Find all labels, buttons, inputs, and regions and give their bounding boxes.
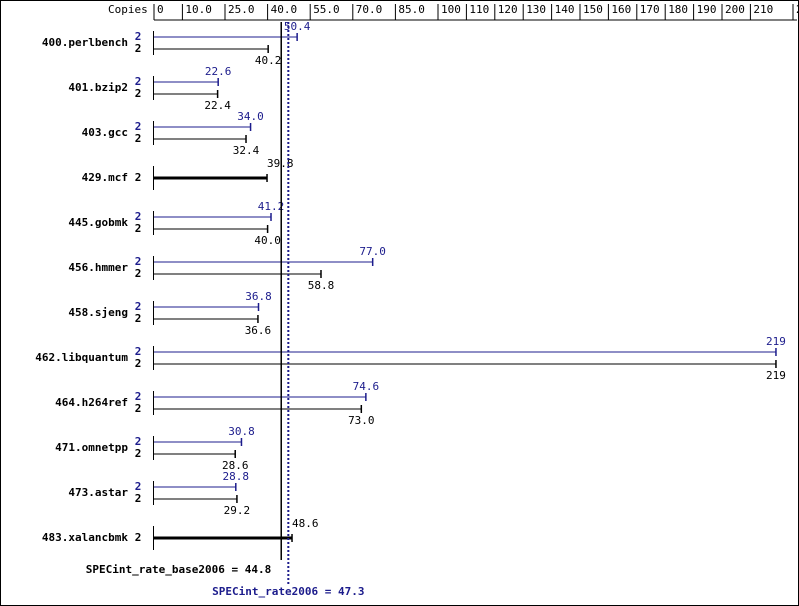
copies-label: 2 — [135, 480, 142, 493]
copies-label: 2 — [135, 171, 142, 184]
value-label: 34.0 — [237, 110, 264, 123]
benchmark-label: 445.gobmk — [68, 216, 128, 229]
copies-label: 2 — [135, 312, 142, 325]
value-label: 36.8 — [245, 290, 272, 303]
copies-label: 2 — [135, 345, 142, 358]
copies-label: 2 — [135, 42, 142, 55]
value-label: 50.4 — [284, 20, 311, 33]
axis-title: Copies — [108, 3, 148, 16]
value-label: 73.0 — [348, 414, 375, 427]
value-label: 30.8 — [228, 425, 255, 438]
benchmark-label: 403.gcc — [82, 126, 128, 139]
x-tick-label: 25.0 — [228, 3, 255, 16]
x-tick-label: 150 — [583, 3, 603, 16]
value-label: 22.4 — [204, 99, 231, 112]
benchmark-label: 458.sjeng — [68, 306, 128, 319]
x-tick-label: 100 — [441, 3, 461, 16]
value-label: 32.4 — [233, 144, 260, 157]
reference-label: SPECint_rate2006 = 47.3 — [212, 585, 364, 598]
reference-label: SPECint_rate_base2006 = 44.8 — [86, 563, 271, 576]
value-label: 219 — [766, 335, 786, 348]
value-label: 41.2 — [258, 200, 285, 213]
benchmark-label: 483.xalancbmk — [42, 531, 128, 544]
copies-label: 2 — [135, 222, 142, 235]
x-tick-label: 85.0 — [398, 3, 425, 16]
x-tick-label: 0 — [157, 3, 164, 16]
value-label: 219 — [766, 369, 786, 382]
copies-label: 2 — [135, 390, 142, 403]
x-tick-label: 180 — [668, 3, 688, 16]
x-tick-label: 190 — [697, 3, 717, 16]
copies-label: 2 — [135, 75, 142, 88]
copies-label: 2 — [135, 357, 142, 370]
copies-label: 2 — [135, 255, 142, 268]
copies-label: 2 — [135, 447, 142, 460]
copies-label: 2 — [135, 267, 142, 280]
benchmark-label: 473.astar — [68, 486, 128, 499]
copies-label: 2 — [135, 30, 142, 43]
copies-label: 2 — [135, 492, 142, 505]
value-label: 28.8 — [223, 470, 250, 483]
x-tick-label: 55.0 — [313, 3, 340, 16]
benchmark-label: 400.perlbench — [42, 36, 128, 49]
x-tick-label: 160 — [611, 3, 631, 16]
benchmark-label: 464.h264ref — [55, 396, 128, 409]
value-label: 40.2 — [255, 54, 282, 67]
x-tick-label: 110 — [469, 3, 489, 16]
copies-label: 2 — [135, 210, 142, 223]
copies-label: 2 — [135, 402, 142, 415]
copies-label: 2 — [135, 531, 142, 544]
value-label: 39.8 — [267, 157, 294, 170]
benchmark-label: 471.omnetpp — [55, 441, 128, 454]
x-tick-label: 225 — [796, 3, 799, 16]
value-label: 74.6 — [353, 380, 380, 393]
x-tick-label: 140 — [555, 3, 575, 16]
copies-label: 2 — [135, 120, 142, 133]
value-label: 28.6 — [222, 459, 249, 472]
value-label: 48.6 — [292, 517, 319, 530]
benchmark-label: 462.libquantum — [35, 351, 128, 364]
copies-label: 2 — [135, 132, 142, 145]
copies-label: 2 — [135, 300, 142, 313]
x-tick-label: 70.0 — [356, 3, 383, 16]
x-tick-label: 200 — [725, 3, 745, 16]
copies-label: 2 — [135, 435, 142, 448]
copies-label: 2 — [135, 87, 142, 100]
x-tick-label: 120 — [498, 3, 518, 16]
value-label: 77.0 — [359, 245, 386, 258]
benchmark-label: 456.hmmer — [68, 261, 128, 274]
benchmark-label: 429.mcf — [82, 171, 128, 184]
x-tick-label: 40.0 — [271, 3, 298, 16]
value-label: 29.2 — [224, 504, 251, 517]
value-label: 36.6 — [245, 324, 272, 337]
value-label: 58.8 — [308, 279, 335, 292]
x-tick-label: 10.0 — [185, 3, 212, 16]
benchmark-label: 401.bzip2 — [68, 81, 128, 94]
value-label: 40.0 — [254, 234, 281, 247]
x-tick-label: 170 — [640, 3, 660, 16]
x-tick-label: 130 — [526, 3, 546, 16]
value-label: 22.6 — [205, 65, 232, 78]
x-tick-label: 210 — [753, 3, 773, 16]
